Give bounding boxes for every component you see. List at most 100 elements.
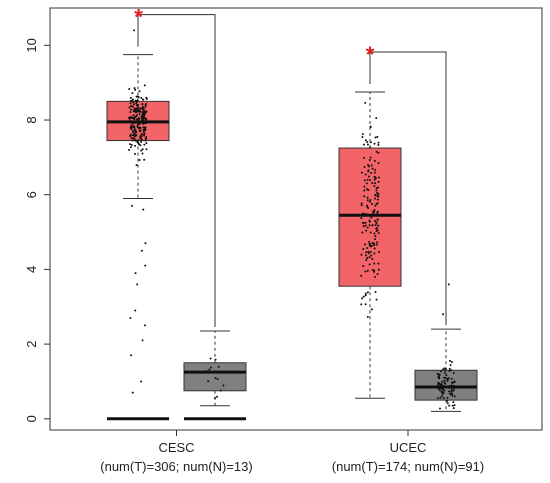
data-point bbox=[369, 171, 372, 174]
data-point bbox=[362, 143, 365, 146]
data-point bbox=[134, 144, 137, 147]
data-point bbox=[131, 139, 134, 142]
data-point bbox=[134, 110, 137, 113]
data-point bbox=[373, 232, 376, 235]
data-point bbox=[142, 121, 145, 124]
data-point bbox=[366, 246, 369, 249]
outlier-point bbox=[141, 339, 144, 342]
data-point bbox=[452, 371, 455, 374]
data-point bbox=[443, 389, 446, 392]
data-point bbox=[360, 217, 363, 220]
data-point bbox=[130, 105, 133, 108]
data-point bbox=[369, 250, 372, 253]
data-point bbox=[439, 370, 442, 373]
data-point bbox=[441, 386, 444, 389]
data-point bbox=[143, 110, 146, 113]
data-point bbox=[362, 265, 365, 268]
data-point bbox=[136, 140, 139, 143]
data-point bbox=[441, 368, 444, 371]
data-point bbox=[133, 118, 136, 121]
data-point bbox=[362, 225, 365, 228]
data-point bbox=[360, 253, 363, 256]
data-point bbox=[374, 238, 377, 241]
data-point bbox=[205, 370, 208, 373]
data-point bbox=[367, 189, 370, 192]
data-point bbox=[210, 366, 213, 369]
data-point bbox=[436, 397, 439, 400]
data-point bbox=[364, 221, 367, 224]
data-point bbox=[137, 119, 140, 122]
data-point bbox=[373, 247, 376, 250]
tumor-box-cesc bbox=[106, 29, 170, 421]
data-point bbox=[143, 112, 146, 115]
data-point bbox=[367, 252, 370, 255]
data-point bbox=[128, 120, 131, 123]
data-point bbox=[135, 101, 138, 104]
data-point bbox=[373, 178, 376, 181]
data-point bbox=[372, 242, 375, 245]
data-point bbox=[450, 369, 453, 372]
data-point bbox=[377, 186, 380, 189]
data-point bbox=[144, 105, 147, 108]
y-tick-label: 10 bbox=[24, 38, 39, 52]
data-point bbox=[364, 294, 367, 297]
data-point bbox=[362, 295, 365, 298]
data-point bbox=[450, 388, 453, 391]
data-point bbox=[360, 274, 363, 277]
outlier-point bbox=[144, 242, 147, 245]
data-point bbox=[136, 125, 139, 128]
y-tick-label: 4 bbox=[24, 266, 39, 273]
data-point bbox=[364, 292, 367, 295]
data-point bbox=[377, 162, 380, 165]
data-point bbox=[364, 224, 367, 227]
data-point bbox=[369, 146, 372, 149]
data-point bbox=[367, 164, 370, 167]
data-point bbox=[443, 367, 446, 370]
data-point bbox=[136, 106, 139, 109]
data-point bbox=[361, 133, 364, 136]
data-point bbox=[376, 241, 379, 244]
data-point bbox=[128, 116, 131, 119]
outlier-point bbox=[140, 249, 143, 252]
outlier-point bbox=[134, 309, 137, 312]
data-point bbox=[145, 110, 148, 113]
outlier-point bbox=[140, 380, 143, 383]
data-point bbox=[438, 386, 441, 389]
data-point bbox=[449, 364, 452, 367]
data-point bbox=[128, 106, 131, 109]
data-point bbox=[443, 379, 446, 382]
outlier-point bbox=[133, 29, 136, 32]
data-point bbox=[366, 291, 369, 294]
data-point bbox=[145, 148, 148, 151]
data-point bbox=[373, 208, 376, 211]
data-point bbox=[133, 126, 136, 129]
data-point bbox=[372, 212, 375, 215]
data-point bbox=[451, 404, 454, 407]
data-point bbox=[370, 308, 373, 311]
data-point bbox=[438, 389, 441, 392]
data-point bbox=[145, 118, 148, 121]
data-point bbox=[452, 389, 455, 392]
data-point bbox=[362, 212, 365, 215]
outlier-point bbox=[129, 316, 132, 319]
data-point bbox=[360, 303, 363, 306]
data-point bbox=[453, 395, 456, 398]
x-tick-label: UCEC bbox=[390, 440, 427, 455]
data-point bbox=[371, 224, 374, 227]
data-point bbox=[377, 262, 380, 265]
data-point bbox=[367, 207, 370, 210]
data-point bbox=[445, 374, 448, 377]
data-point bbox=[446, 402, 449, 405]
data-point bbox=[374, 182, 377, 185]
data-point bbox=[128, 88, 131, 91]
data-point bbox=[139, 110, 142, 113]
data-point bbox=[136, 110, 139, 113]
data-point bbox=[448, 367, 451, 370]
data-point bbox=[440, 383, 443, 386]
data-point bbox=[135, 131, 138, 134]
data-point bbox=[135, 164, 138, 167]
data-point bbox=[452, 401, 455, 404]
data-point bbox=[130, 146, 133, 149]
tumor-box-ucec bbox=[338, 91, 402, 399]
data-point bbox=[133, 132, 136, 135]
